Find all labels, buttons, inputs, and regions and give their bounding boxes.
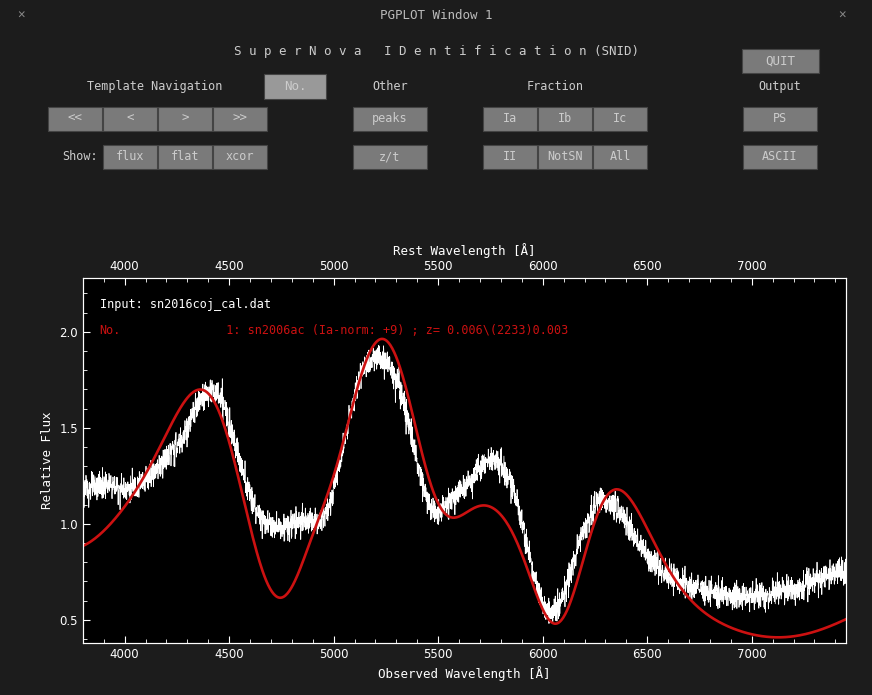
- FancyBboxPatch shape: [538, 145, 592, 169]
- Text: No.: No.: [99, 324, 121, 336]
- Y-axis label: Relative Flux: Relative Flux: [41, 411, 54, 509]
- Text: No.: No.: [283, 80, 306, 93]
- Text: PS: PS: [773, 112, 787, 125]
- Text: xcor: xcor: [226, 150, 255, 163]
- Text: flux: flux: [116, 150, 144, 163]
- FancyBboxPatch shape: [103, 106, 157, 131]
- FancyBboxPatch shape: [158, 145, 212, 169]
- Text: Fraction: Fraction: [527, 80, 583, 93]
- FancyBboxPatch shape: [483, 106, 537, 131]
- Text: z/t: z/t: [379, 150, 401, 163]
- FancyBboxPatch shape: [103, 145, 157, 169]
- Text: Input: sn2016coj_cal.dat: Input: sn2016coj_cal.dat: [99, 298, 270, 311]
- Text: PGPLOT Window 1: PGPLOT Window 1: [379, 9, 493, 22]
- FancyBboxPatch shape: [743, 145, 817, 169]
- Text: Ib: Ib: [558, 112, 572, 125]
- Text: QUIT: QUIT: [765, 55, 795, 68]
- FancyBboxPatch shape: [741, 49, 819, 74]
- Text: Ia: Ia: [503, 112, 517, 125]
- Text: peaks: peaks: [372, 112, 408, 125]
- FancyBboxPatch shape: [483, 145, 537, 169]
- FancyBboxPatch shape: [48, 106, 102, 131]
- Text: ASCII: ASCII: [762, 150, 798, 163]
- FancyBboxPatch shape: [158, 106, 212, 131]
- FancyBboxPatch shape: [743, 106, 817, 131]
- Text: Template Navigation: Template Navigation: [87, 80, 222, 93]
- FancyBboxPatch shape: [353, 145, 427, 169]
- X-axis label: Observed Wavelength [Å]: Observed Wavelength [Å]: [378, 667, 550, 681]
- Text: ✕: ✕: [17, 9, 25, 22]
- Text: NotSN: NotSN: [548, 150, 582, 163]
- Text: <: <: [126, 112, 133, 125]
- Text: Show:: Show:: [62, 150, 98, 163]
- Text: >>: >>: [233, 112, 248, 125]
- FancyBboxPatch shape: [213, 145, 267, 169]
- Text: ✕: ✕: [838, 9, 846, 22]
- FancyBboxPatch shape: [593, 106, 647, 131]
- FancyBboxPatch shape: [213, 106, 267, 131]
- Text: Output: Output: [759, 80, 801, 93]
- Text: All: All: [610, 150, 630, 163]
- FancyBboxPatch shape: [264, 74, 326, 99]
- Text: II: II: [503, 150, 517, 163]
- FancyBboxPatch shape: [538, 106, 592, 131]
- Text: 1: sn2006ac (Ia-norm: +9) ; z= 0.006\(2233)0.003: 1: sn2006ac (Ia-norm: +9) ; z= 0.006\(22…: [155, 324, 569, 336]
- Text: flat: flat: [171, 150, 199, 163]
- FancyBboxPatch shape: [353, 106, 427, 131]
- Text: S u p e r N o v a   I D e n t i f i c a t i o n (SNID): S u p e r N o v a I D e n t i f i c a t …: [234, 45, 638, 58]
- FancyBboxPatch shape: [593, 145, 647, 169]
- Text: <<: <<: [67, 112, 83, 125]
- Text: Ic: Ic: [613, 112, 627, 125]
- Text: >: >: [181, 112, 188, 125]
- X-axis label: Rest Wavelength [Å]: Rest Wavelength [Å]: [393, 243, 535, 258]
- Text: Other: Other: [372, 80, 408, 93]
